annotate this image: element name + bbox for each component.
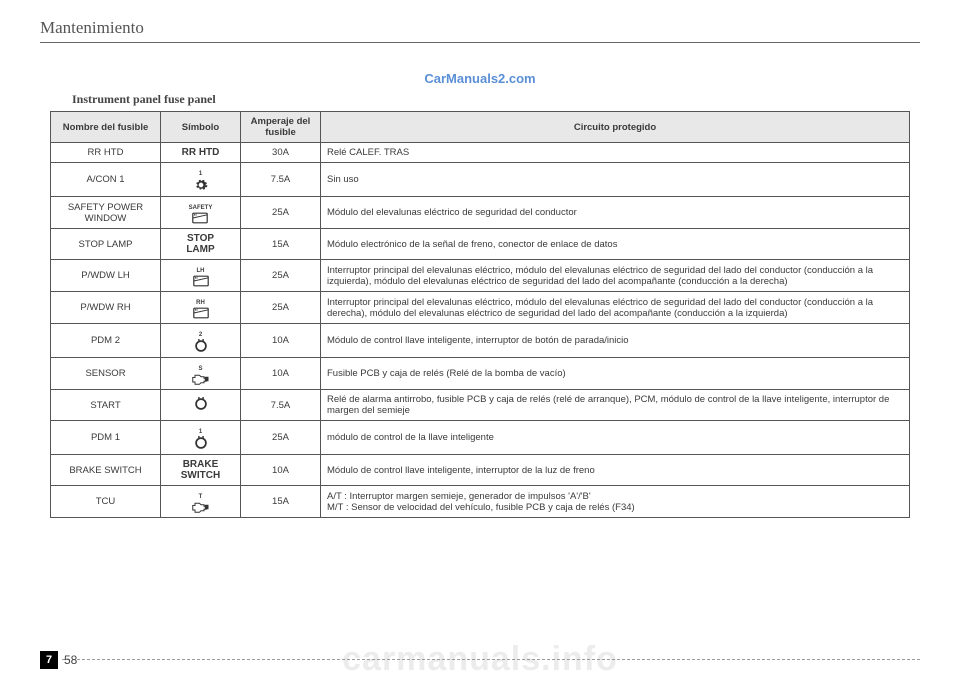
cell-amperage: 30A [241,143,321,163]
cell-fuse-name: SENSOR [51,358,161,390]
table-subheading: Instrument panel fuse panel [72,92,920,107]
cell-symbol: LH [161,260,241,292]
window-icon [193,307,209,319]
table-row: A/CON 1 1 7.5ASin uso [51,163,910,197]
cell-amperage: 25A [241,421,321,455]
symbol-superscript: T [199,494,203,500]
cell-description: Interruptor principal del elevalunas elé… [321,260,910,292]
cell-fuse-name: TCU [51,486,161,518]
symbol-superscript: RH [196,300,205,306]
cell-symbol: 2 [161,324,241,358]
window-icon [193,275,209,287]
cell-description: Relé de alarma antirrobo, fusible PCB y … [321,390,910,421]
cell-symbol: 1 [161,163,241,197]
cell-amperage: 7.5A [241,390,321,421]
symbol-text: RR HTD [182,147,220,158]
page-footer: 7 58 [40,651,77,669]
cell-amperage: 10A [241,358,321,390]
cell-fuse-name: A/CON 1 [51,163,161,197]
cell-fuse-name: START [51,390,161,421]
cell-description: Fusible PCB y caja de relés (Relé de la … [321,358,910,390]
cell-amperage: 10A [241,455,321,486]
cell-amperage: 15A [241,486,321,518]
cell-fuse-name: BRAKE SWITCH [51,455,161,486]
ring-icon [194,339,208,353]
footer-page-number: 58 [64,653,77,667]
gear-icon [194,178,208,192]
cell-amperage: 25A [241,292,321,324]
symbol-superscript: SAFETY [189,205,213,211]
header-rule [40,42,920,43]
cell-fuse-name: P/WDW RH [51,292,161,324]
symbol-superscript: 2 [199,332,202,338]
cell-description: Módulo del elevalunas eléctrico de segur… [321,197,910,229]
cell-symbol: RR HTD [161,143,241,163]
symbol-superscript: 1 [199,429,202,435]
table-row: P/WDW RH RH 25AInterruptor principal del e… [51,292,910,324]
cell-symbol: S [161,358,241,390]
symbol-text: BRAKESWITCH [181,459,220,481]
table-row: SAFETY POWER WINDOW SAFETY 25AMódulo del e… [51,197,910,229]
cell-amperage: 15A [241,229,321,260]
cell-symbol: RH [161,292,241,324]
cell-amperage: 25A [241,260,321,292]
symbol-text: STOPLAMP [186,233,214,255]
symbol-superscript: LH [197,268,205,274]
col-header-desc: Circuito protegido [321,112,910,143]
cell-description: Interruptor principal del elevalunas elé… [321,292,910,324]
cell-symbol: 1 [161,421,241,455]
window-icon [192,212,208,224]
cell-description: Módulo electrónico de la señal de freno,… [321,229,910,260]
cell-description: Módulo de control llave inteligente, int… [321,455,910,486]
page-header-title: Mantenimiento [40,18,920,42]
table-row: SENSOR S 10AFusible PCB y caja de relés (R… [51,358,910,390]
cell-description: A/T : Interruptor margen semieje, genera… [321,486,910,518]
col-header-amp: Amperaje del fusible [241,112,321,143]
col-header-symbol: Símbolo [161,112,241,143]
table-row: BRAKE SWITCH BRAKESWITCH 10AMódulo de cont… [51,455,910,486]
col-header-name: Nombre del fusible [51,112,161,143]
footer-chapter-number: 7 [40,651,58,669]
cell-fuse-name: STOP LAMP [51,229,161,260]
engine-icon [191,501,211,513]
cell-symbol: SAFETY [161,197,241,229]
symbol-superscript: 1 [199,171,202,177]
cell-description: módulo de control de la llave inteligent… [321,421,910,455]
cell-fuse-name: P/WDW LH [51,260,161,292]
fuse-table: Nombre del fusible Símbolo Amperaje del … [50,111,910,518]
cell-description: Sin uso [321,163,910,197]
cell-symbol: STOPLAMP [161,229,241,260]
cell-description: Módulo de control llave inteligente, int… [321,324,910,358]
symbol-superscript: S [198,366,202,372]
cell-amperage: 7.5A [241,163,321,197]
cell-symbol [161,390,241,421]
table-row: PDM 2 2 10AMódulo de control llave intelig… [51,324,910,358]
cell-symbol: T [161,486,241,518]
table-row: PDM 1 1 25Amódulo de control de la llave i… [51,421,910,455]
cell-fuse-name: PDM 2 [51,324,161,358]
ring-icon [194,436,208,450]
cell-description: Relé CALEF. TRAS [321,143,910,163]
table-row: START 7.5ARelé de alarma antirrobo, fusib… [51,390,910,421]
table-row: RR HTD RR HTD 30ARelé CALEF. TRAS [51,143,910,163]
table-row: STOP LAMP STOPLAMP 15AMódulo electrónico d… [51,229,910,260]
footer-dashed-rule [62,659,920,660]
cell-amperage: 10A [241,324,321,358]
table-row: TCU T 15AA/T : Interruptor margen semieje,… [51,486,910,518]
cell-fuse-name: PDM 1 [51,421,161,455]
table-row: P/WDW LH LH 25AInterruptor principal del e… [51,260,910,292]
table-header-row: Nombre del fusible Símbolo Amperaje del … [51,112,910,143]
cell-symbol: BRAKESWITCH [161,455,241,486]
cell-amperage: 25A [241,197,321,229]
engine-icon [191,373,211,385]
ring-icon [194,397,208,411]
cell-fuse-name: SAFETY POWER WINDOW [51,197,161,229]
watermark-text: CarManuals2.com [40,71,920,86]
cell-fuse-name: RR HTD [51,143,161,163]
